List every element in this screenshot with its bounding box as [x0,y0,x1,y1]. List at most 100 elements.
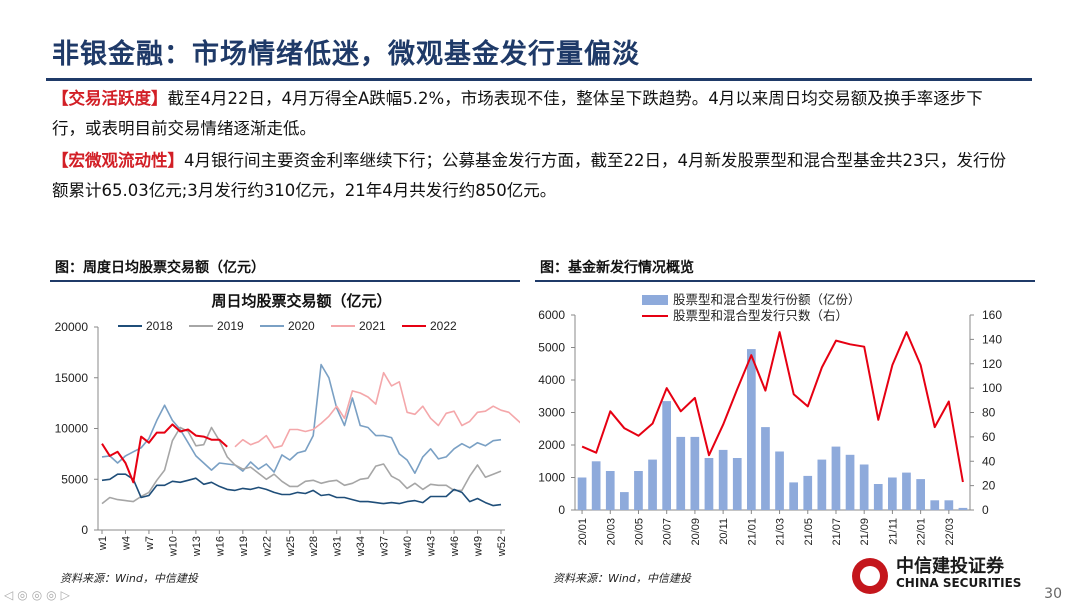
y-tick-label: 15000 [55,371,89,385]
x-tick-label: 21/11 [887,518,899,545]
y2-tick-label: 20 [982,479,996,493]
x-tick-label: 22/01 [916,518,928,546]
bar-21/12 [902,472,911,510]
x-tick-label: w52 [496,536,508,557]
bar-20/01 [577,477,587,510]
legend-label-2018: 2018 [146,319,173,333]
bar-20/10 [704,458,714,510]
bar-22/04 [958,507,968,510]
legend-label-2022: 2022 [430,319,457,333]
y-tick-label: 5000 [61,472,88,486]
x-tick-label: w34 [355,536,367,557]
bar-21/10 [873,484,883,510]
x-tick-label: w19 [238,536,250,557]
bar-21/02 [761,427,770,510]
series-line-2019 [101,426,502,505]
x-tick-label: w7 [144,536,156,551]
x-tick-label: w22 [261,536,273,557]
paragraph-text: 截至4月22日，4月万得全A跌幅5.2%，市场表现不佳，整体呈下跌趋势。4月以来… [52,89,983,138]
bar-21/01 [747,349,756,510]
y2-tick-label: 0 [982,503,989,517]
logo-mark-icon [852,558,888,594]
x-tick-label: w25 [285,536,297,557]
x-tick-label: 21/09 [859,518,871,546]
figure2-divider [535,280,1035,282]
figure2-caption: 图：基金新发行情况概览 [540,260,694,276]
bar-22/01 [916,479,925,510]
legend-label-bar: 股票型和混合型发行份额（亿份） [673,292,861,307]
x-tick-label: 21/01 [746,518,758,546]
fund-issuance-chart: 0 1000 2000 3000 4000 5000 6000 0 20 40 60 80 100 120… [538,292,1002,546]
legend-label-2021: 2021 [359,319,386,333]
y-tick-label: 3000 [538,406,565,420]
bar-21/08 [845,454,855,511]
logo-en-text: CHINA SECURITIES [896,576,1022,590]
title-divider [46,78,1032,81]
bar-21/09 [859,464,869,510]
page-number: 30 [1044,586,1062,602]
x-tick-label: w10 [167,536,179,557]
bar-20/03 [605,471,615,510]
series-line-2018 [101,473,502,507]
y2-tick-label: 80 [982,406,996,420]
x-tick-label: w4 [120,536,132,551]
x-tick-label: 20/01 [577,518,589,546]
bar-20/12 [732,458,742,510]
page-title: 非银金融：市场情绪低迷，微观基金发行量偏淡 [52,39,640,70]
x-tick-label: 20/05 [633,518,645,546]
bar-21/04 [789,482,798,510]
x-tick-label: w43 [426,536,438,557]
bar-21/11 [888,477,897,510]
bar-22/02 [930,500,940,511]
bar-21/07 [831,446,841,510]
y2-tick-label: 40 [982,454,996,468]
paragraph-text: 4月银行间主要资金利率继续下行；公募基金发行方面，截至22日，4月新发股票型和混… [52,151,1006,200]
x-tick-label: w49 [473,536,485,557]
bar-20/04 [620,492,629,510]
y2-tick-label: 60 [982,430,996,444]
x-tick-label: 21/05 [803,518,815,546]
y-tick-label: 0 [558,503,565,517]
figure1-divider [50,280,520,282]
company-logo: 中信建投证券 CHINA SECURITIES [852,552,1042,598]
x-tick-label: 20/03 [605,518,617,546]
y-tick-label: 1000 [538,471,565,485]
x-tick-label: 22/03 [944,518,956,546]
y2-tick-label: 120 [982,357,1002,371]
x-tick-label: 20/07 [662,518,674,546]
x-tick-label: 21/03 [775,518,787,546]
bar-20/08 [676,436,686,510]
issuance-count-line [581,331,964,483]
bar-21/03 [775,451,784,510]
y-tick-label: 6000 [538,308,565,322]
y-tick-label: 2000 [538,438,565,452]
y-tick-label: 0 [81,523,88,537]
y-tick-label: 4000 [538,373,565,387]
bar-21/05 [803,475,813,510]
bar-20/09 [690,436,700,510]
y2-tick-label: 100 [982,381,1002,395]
x-tick-label: 20/09 [690,518,702,546]
slide-nav-icons[interactable]: ◁◎◎◎▷ [4,588,74,602]
x-tick-label: w1 [97,536,109,551]
legend-label-line: 股票型和混合型发行只数（右） [673,308,848,323]
figure2-source: 资料来源：Wind，中信建投 [553,572,691,585]
x-tick-label: w16 [214,536,226,557]
logo-cn-text: 中信建投证券 [896,556,1004,577]
series-line-2021 [234,371,520,449]
y-tick-label: 5000 [538,341,565,355]
series-line-2020 [101,363,502,474]
legend-label-2020: 2020 [288,319,315,333]
y-tick-label: 10000 [55,422,89,436]
legend-label-2019: 2019 [217,319,244,333]
x-tick-label: 21/07 [831,518,843,546]
paragraph-tag: 【宏微观流动性】 [52,151,184,170]
bar-21/06 [817,459,827,510]
paragraph-liquidity: 【宏微观流动性】4月银行间主要资金利率继续下行；公募基金发行方面，截至22日，4… [52,146,1012,206]
x-tick-label: w46 [449,536,461,557]
figure1-source: 资料来源：Wind，中信建投 [60,572,198,585]
series-line-2022 [101,423,228,484]
x-tick-label: w40 [402,536,414,557]
bar-22/03 [944,500,954,511]
x-tick-label: w13 [191,536,203,557]
